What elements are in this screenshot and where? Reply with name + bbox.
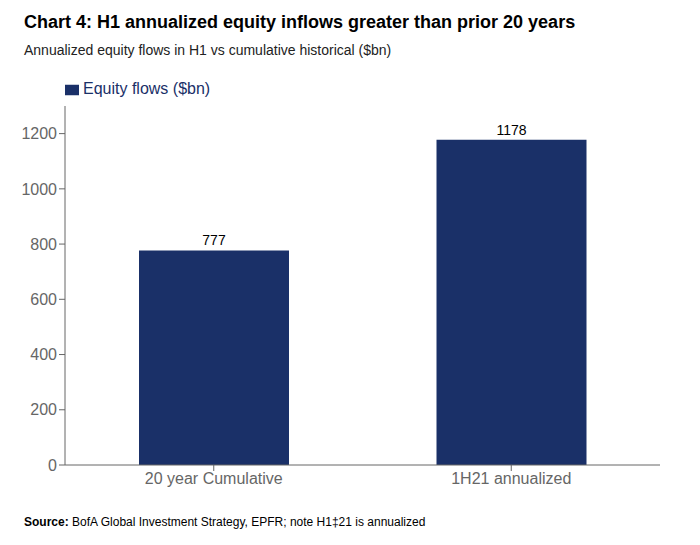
svg-text:1H21 annualized: 1H21 annualized xyxy=(451,470,571,487)
html-text:Equity flows ($bn): Equity flows ($bn) xyxy=(83,80,211,97)
html-text:Chart 4: H1 annualized equity: Chart 4: H1 annualized equity inflows gr… xyxy=(24,12,576,32)
svg-text:1200: 1200 xyxy=(21,125,57,142)
svg-text:1000: 1000 xyxy=(21,181,57,198)
html-text:Source: BofA Global Investment: Source: BofA Global Investment Strategy,… xyxy=(24,515,426,529)
html-text:Annualized equity flows in H1: Annualized equity flows in H1 vs cumulat… xyxy=(24,42,392,58)
svg-text:1178: 1178 xyxy=(496,122,526,138)
svg-text:20 year Cumulative: 20 year Cumulative xyxy=(145,470,283,487)
svg-text:400: 400 xyxy=(30,346,57,363)
svg-text:777: 777 xyxy=(202,232,226,248)
svg-text:0: 0 xyxy=(48,457,57,474)
svg-text:200: 200 xyxy=(30,401,57,418)
svg-text:800: 800 xyxy=(30,236,57,253)
svg-text:600: 600 xyxy=(30,291,57,308)
